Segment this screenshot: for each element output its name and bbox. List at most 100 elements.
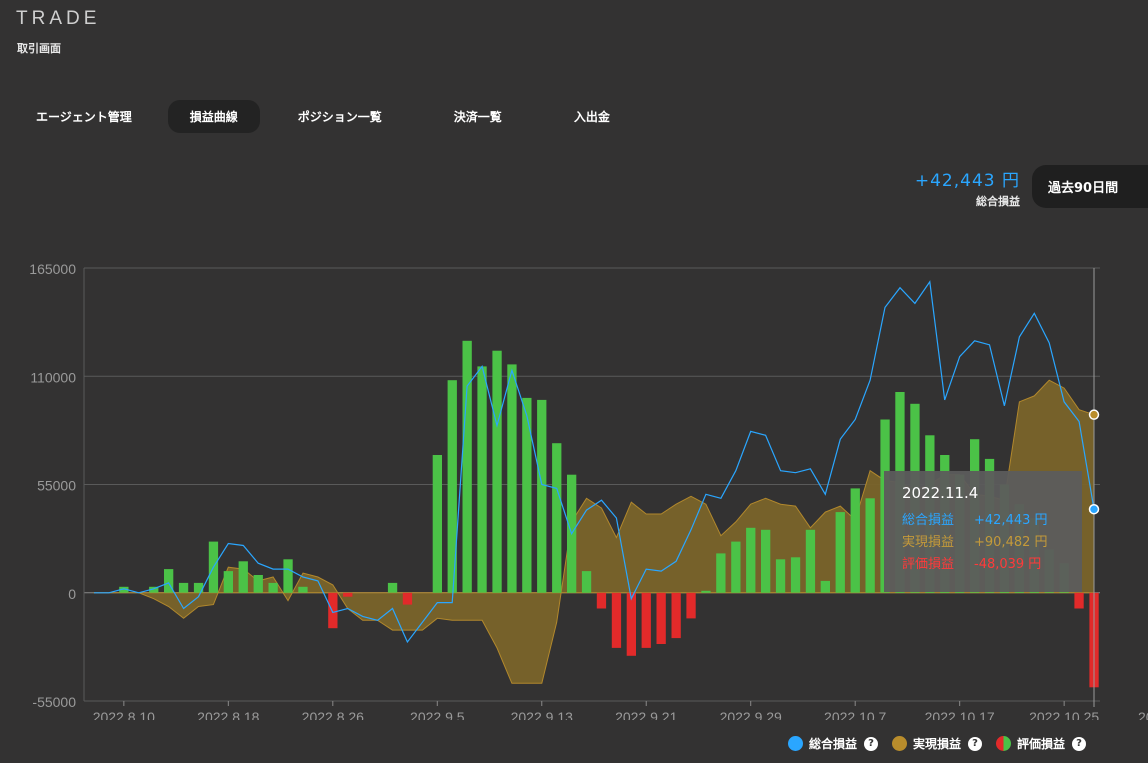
- x-tick-label: 2022.8.10: [93, 709, 155, 720]
- tab-pnl-curve[interactable]: 損益曲線: [167, 100, 260, 133]
- unrealized-bar: [835, 512, 845, 593]
- unrealized-bar: [552, 443, 562, 593]
- total-pnl-line: [94, 280, 1095, 644]
- help-icon[interactable]: ?: [1072, 736, 1086, 751]
- tooltip-realized-value: +90,482 円: [974, 535, 1048, 550]
- tooltip-realized-label: 実現損益: [902, 535, 955, 550]
- unrealized-bar: [238, 561, 248, 593]
- unrealized-bar: [850, 488, 860, 593]
- x-tick-label: 2022.8.18: [197, 709, 259, 720]
- tooltip-unrealized-value: -48,039 円: [974, 557, 1042, 572]
- unrealized-bar: [626, 592, 636, 656]
- unrealized-bar: [343, 592, 353, 597]
- unrealized-bar: [596, 592, 607, 609]
- chart-legend: 総合損益 ? 実現損益 ? 評価損益 ?: [774, 735, 1086, 752]
- y-tick-label: 110000: [30, 369, 76, 385]
- tooltip-unrealized-label: 評価損益: [902, 557, 955, 572]
- page-subtitle: 取引画面: [17, 42, 61, 55]
- help-icon[interactable]: ?: [863, 736, 878, 751]
- unrealized-bar: [387, 582, 398, 593]
- unrealized-bar: [746, 527, 756, 593]
- legend-dot-realized: [891, 736, 907, 751]
- unrealized-bar: [253, 575, 263, 593]
- x-tick-label: 2022.9.29: [720, 709, 782, 720]
- total-pnl-label: 総合損益: [976, 195, 1020, 208]
- chart-tooltip: 2022.11.4 総合損益 +42,443 円 実現損益 +90,482 円 …: [884, 471, 1082, 592]
- unrealized-bar: [790, 557, 801, 593]
- unrealized-bar: [775, 559, 786, 593]
- unrealized-bar: [805, 529, 816, 593]
- unrealized-bar: [328, 592, 338, 629]
- legend-item-unrealized[interactable]: 評価損益 ?: [995, 735, 1086, 752]
- unrealized-bar: [641, 592, 651, 648]
- total-summary: +42,443 円 総合損益: [915, 166, 1020, 209]
- tooltip-total-label: 総合損益: [902, 513, 955, 528]
- unrealized-bar: [701, 590, 711, 593]
- unrealized-bar: [522, 397, 532, 593]
- unrealized-bar: [492, 350, 502, 593]
- unrealized-bar: [119, 586, 129, 593]
- unrealized-bar: [432, 455, 442, 593]
- tooltip-row-unrealized: 評価損益 -48,039 円: [902, 554, 1064, 576]
- legend-label-total: 総合損益: [808, 737, 857, 751]
- y-tick-label: 165000: [29, 261, 76, 277]
- tab-agent-management[interactable]: エージェント管理: [36, 110, 132, 124]
- x-tick-label: 2022.8.26: [302, 709, 364, 720]
- unrealized-bar: [581, 571, 592, 593]
- legend-item-realized[interactable]: 実現損益 ?: [891, 735, 982, 752]
- unrealized-bar: [164, 569, 174, 593]
- unrealized-bar: [731, 541, 741, 593]
- unrealized-bar: [462, 340, 472, 593]
- unrealized-bar: [268, 582, 278, 593]
- y-tick-label: 55000: [37, 478, 76, 494]
- period-select-button[interactable]: 過去90日間: [1032, 165, 1148, 208]
- unrealized-bar: [686, 592, 696, 619]
- total-marker: [1088, 503, 1100, 515]
- tab-positions[interactable]: ポジション一覧: [297, 110, 382, 124]
- brand-title: TRADE: [16, 8, 101, 29]
- x-tick-label: 2022.9.13: [511, 709, 573, 720]
- x-tick-label: 2022.11.4: [1138, 709, 1148, 720]
- help-icon[interactable]: ?: [967, 736, 982, 751]
- unrealized-bar: [477, 366, 487, 593]
- unrealized-bar: [149, 586, 159, 593]
- realized-marker: [1088, 409, 1100, 420]
- unrealized-bar: [820, 580, 830, 593]
- unrealized-bar: [716, 553, 726, 593]
- unrealized-bar: [447, 380, 457, 593]
- tooltip-row-realized: 実現損益 +90,482 円: [902, 532, 1064, 554]
- legend-item-total[interactable]: 総合損益 ?: [787, 735, 878, 752]
- x-tick-label: 2022.10.17: [925, 709, 995, 720]
- total-pnl-value: +42,443 円: [914, 171, 1020, 191]
- tooltip-row-total: 総合損益 +42,443 円: [902, 510, 1064, 532]
- unrealized-bar: [761, 529, 771, 593]
- tab-bar: エージェント管理 損益曲線 ポジション一覧 決済一覧 入出金: [18, 100, 634, 133]
- x-tick-label: 2022.10.25: [1029, 709, 1099, 720]
- unrealized-bar: [507, 364, 517, 593]
- unrealized-bar: [402, 592, 413, 605]
- tooltip-date: 2022.11.4: [902, 484, 979, 502]
- unrealized-bar: [223, 571, 233, 593]
- legend-label-realized: 実現損益: [912, 737, 961, 751]
- y-tick-label: 0: [68, 586, 76, 602]
- unrealized-bar: [193, 582, 204, 593]
- tab-deposit-withdraw[interactable]: 入出金: [573, 110, 610, 124]
- tab-settlements[interactable]: 決済一覧: [453, 110, 502, 124]
- unrealized-bar: [283, 559, 293, 593]
- unrealized-bar: [656, 592, 666, 644]
- legend-label-unrealized: 評価損益: [1016, 737, 1065, 751]
- legend-dot-unrealized: [995, 736, 1011, 751]
- unrealized-bar: [537, 399, 547, 593]
- unrealized-bar: [671, 592, 681, 639]
- y-tick-label: -55000: [32, 694, 76, 710]
- unrealized-bar: [611, 592, 622, 648]
- unrealized-bar: [1074, 592, 1084, 609]
- unrealized-bar: [178, 582, 189, 593]
- unrealized-bar: [298, 586, 308, 593]
- tooltip-total-value: +42,443 円: [974, 513, 1048, 528]
- legend-dot-total: [787, 736, 803, 751]
- x-tick-label: 2022.9.21: [615, 709, 677, 720]
- x-tick-label: 2022.9.5: [410, 709, 465, 720]
- unrealized-bar: [865, 498, 875, 593]
- x-tick-label: 2022.10.7: [824, 709, 886, 720]
